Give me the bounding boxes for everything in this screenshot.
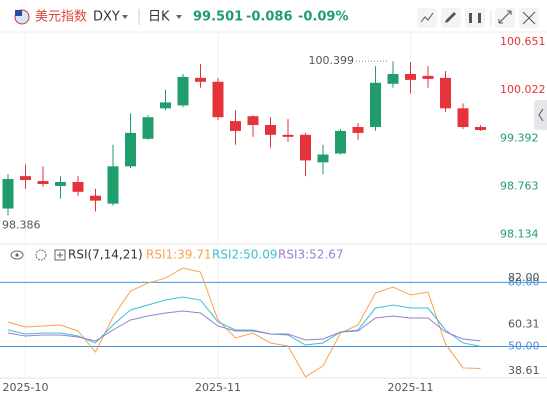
x-tick-label: 2025-10 — [3, 381, 49, 394]
dropdown-arrow[interactable] — [122, 15, 128, 19]
rsi-header: RSI(7,14,21) — [10, 248, 143, 262]
candle-body — [55, 182, 66, 186]
candle-body — [440, 77, 451, 109]
candle-body — [247, 116, 259, 126]
y-tick-label: 100.022 — [500, 83, 546, 96]
candle-body — [300, 134, 311, 161]
tool-icon — [469, 13, 481, 23]
legend-entry: RSI3:52.67 — [278, 248, 344, 262]
tool-button[interactable] — [495, 8, 515, 28]
dropdown-arrow[interactable] — [176, 15, 182, 19]
y-tick-label: 99.392 — [500, 131, 539, 144]
reference-label: 80.00 — [508, 275, 540, 288]
candle-body — [282, 134, 294, 137]
x-tick-label: 2025-11 — [388, 381, 434, 394]
add-icon-plus — [57, 252, 63, 258]
rsi-line — [7, 267, 481, 378]
candle-body — [230, 121, 241, 131]
eye-pupil — [15, 253, 19, 257]
tool-icon — [522, 11, 536, 25]
tool-button[interactable] — [465, 8, 485, 28]
tool-button[interactable] — [417, 8, 437, 28]
candle-body — [72, 182, 84, 192]
candle-body — [90, 195, 101, 201]
candle-body — [195, 77, 206, 82]
add-icon[interactable] — [54, 249, 66, 261]
candle-body — [405, 73, 416, 80]
price: 99.501 — [193, 10, 243, 25]
gear-icon[interactable] — [35, 249, 47, 261]
side-toggle-icon — [538, 108, 544, 122]
header: 美元指数 DXY 日K 99.501 -0.086 -0.09% — [14, 8, 539, 28]
rsi-line — [7, 310, 481, 342]
symbol[interactable]: DXY — [93, 10, 120, 25]
candle-body — [125, 132, 136, 167]
index-name: 美元指数 — [35, 10, 87, 25]
candle-body — [265, 125, 276, 135]
candle-body — [160, 102, 171, 109]
candle-body — [422, 75, 434, 79]
candle-body — [457, 108, 469, 128]
tool-icon — [420, 12, 434, 23]
y-tick-label: 60.31 — [508, 317, 540, 330]
candle-body — [20, 176, 31, 181]
max-label: 100.399 — [309, 54, 355, 67]
change-pct: -0.09% — [298, 10, 349, 25]
y-tick-label: 82.00 — [508, 271, 540, 284]
indicator-title: RSI(7,14,21) — [68, 248, 143, 262]
candle-body — [475, 127, 486, 130]
legend-entry: RSI1:39.71 — [146, 248, 212, 262]
candle-body — [317, 154, 329, 163]
candle-body — [212, 81, 224, 118]
candle-body — [37, 181, 49, 185]
tool-icon — [445, 12, 456, 23]
candle-body — [142, 117, 154, 139]
flag-canton — [15, 10, 22, 16]
eye-icon[interactable] — [10, 250, 24, 260]
min-label: 98.386 — [2, 218, 41, 231]
y-tick-label: 100.651 — [500, 35, 546, 48]
x-tick-label: 2025-11 — [195, 381, 241, 394]
candle-body — [177, 76, 189, 106]
reference-label: 50.00 — [508, 340, 540, 353]
tool-icon — [498, 10, 512, 24]
toolbar — [417, 8, 539, 28]
period[interactable]: 日K — [148, 10, 170, 25]
candle-body — [107, 166, 119, 204]
side-toggle[interactable] — [534, 100, 547, 130]
y-tick-label: 98.134 — [500, 228, 539, 241]
candle-body — [335, 130, 346, 154]
candle-body — [370, 82, 381, 128]
legend-entry: RSI2:50.09 — [212, 248, 278, 262]
candle-body — [387, 73, 399, 84]
candle-body — [2, 179, 14, 209]
y-tick-label: 98.763 — [500, 180, 539, 193]
candle-body — [352, 127, 364, 133]
change: -0.086 — [246, 10, 293, 25]
y-tick-label: 38.61 — [508, 364, 540, 377]
